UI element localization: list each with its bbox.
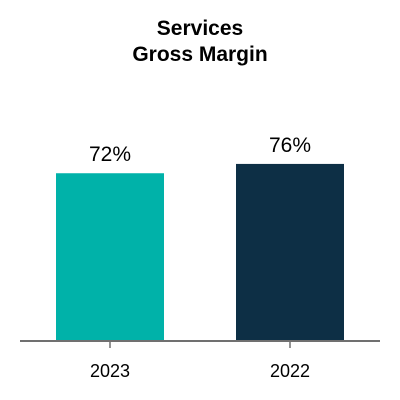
bar-2022 bbox=[236, 163, 344, 341]
bar-2023 bbox=[56, 173, 164, 341]
chart-title-line-2: Gross Margin bbox=[132, 43, 268, 66]
x-tick-label-2023: 2023 bbox=[90, 361, 130, 381]
data-label-2022: 76% bbox=[269, 134, 311, 157]
chart-title: Services Gross Margin bbox=[0, 16, 400, 68]
x-tick-label-2022: 2022 bbox=[270, 361, 310, 381]
chart-title-line-1: Services bbox=[156, 17, 244, 40]
data-label-2023: 72% bbox=[89, 143, 131, 166]
